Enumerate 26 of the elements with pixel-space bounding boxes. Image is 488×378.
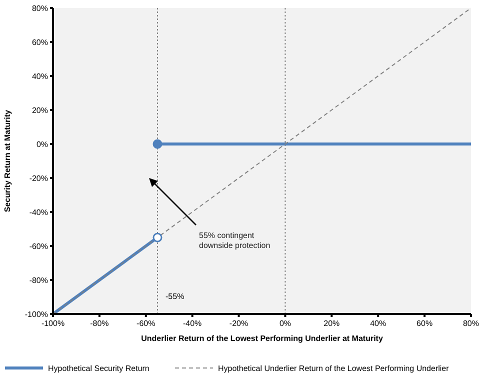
x-tick-label: -60% — [136, 319, 156, 328]
x-tick-label: 40% — [370, 319, 386, 328]
ref-line-label: -55% — [166, 292, 184, 301]
x-tick-label: -40% — [182, 319, 202, 328]
x-tick-label: -100% — [41, 319, 65, 328]
y-tick-label: -100% — [24, 310, 48, 319]
y-tick-label: 0% — [36, 140, 48, 149]
x-tick-label: 60% — [416, 319, 433, 328]
x-tick-label: -80% — [90, 319, 109, 328]
y-tick-label: -40% — [29, 208, 48, 217]
y-tick-label: 40% — [32, 72, 48, 81]
y-tick-label: -20% — [29, 174, 48, 183]
x-tick-label: 80% — [462, 319, 480, 328]
y-tick-label: 60% — [32, 38, 48, 47]
y-tick-label: 20% — [32, 106, 48, 115]
annotation: 55% contingent downside protection — [199, 231, 270, 250]
y-tick-label: 80% — [32, 4, 48, 13]
legend-label: Hypothetical Underlier Return of the Lowest Performing Underlier — [218, 364, 450, 373]
y-tick-label: -60% — [29, 242, 48, 251]
y-tick-label: -80% — [29, 276, 48, 285]
x-tick-label: -20% — [229, 319, 248, 328]
y-axis-title: Security Return at Maturity — [3, 109, 12, 212]
x-axis-title: Underlier Return of the Lowest Performing Underlier at Maturity — [141, 334, 384, 343]
x-tick-label: 0% — [279, 319, 292, 328]
legend-label: Hypothetical Security Return — [48, 364, 150, 373]
x-tick-label: 20% — [324, 319, 340, 328]
